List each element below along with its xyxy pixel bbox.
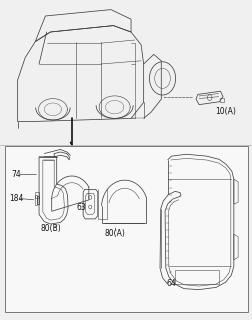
Text: 80(B): 80(B)	[40, 224, 61, 233]
Text: 10(A): 10(A)	[215, 107, 236, 116]
Text: 64: 64	[166, 279, 176, 288]
Text: 184: 184	[10, 194, 24, 203]
Text: 74: 74	[11, 170, 21, 179]
Text: 63: 63	[77, 204, 87, 212]
FancyBboxPatch shape	[5, 146, 248, 312]
Text: 80(A): 80(A)	[105, 229, 125, 238]
